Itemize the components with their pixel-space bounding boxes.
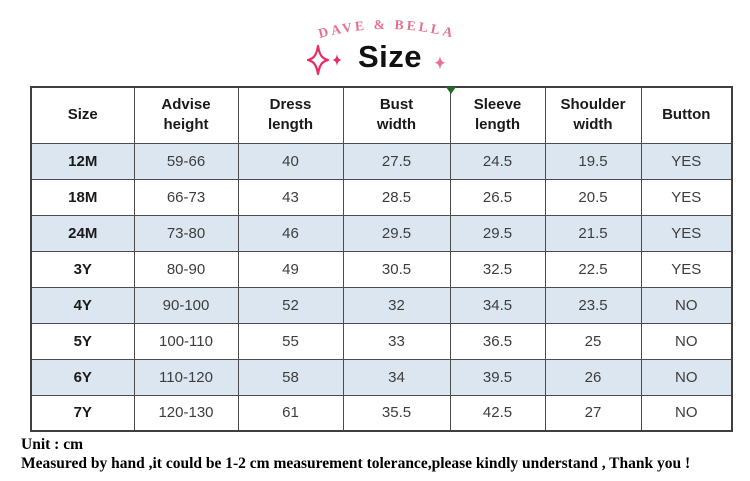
header-bust-width: Bust width — [342, 86, 451, 144]
cell-size: 5Y — [30, 322, 135, 360]
cell-shoulder-width: 27 — [544, 394, 642, 432]
cell-dress-length: 49 — [237, 250, 344, 288]
table-row: 5Y 100-110 55 33 36.5 25 NO — [30, 322, 733, 360]
tolerance-note: Measured by hand ,it could be 1-2 cm mea… — [21, 455, 691, 472]
brand-header-graphic: DAVE & BELLA — [306, 17, 457, 76]
cell-shoulder-width: 21.5 — [544, 214, 642, 252]
cell-size: 6Y — [30, 358, 135, 396]
cell-shoulder-width: 23.5 — [544, 286, 642, 324]
table-row: 18M 66-73 43 28.5 26.5 20.5 YES — [30, 178, 733, 216]
cell-advise-height: 90-100 — [133, 286, 239, 324]
header-shoulder-width: Shoulder width — [544, 86, 642, 144]
table-row: 7Y 120-130 61 35.5 42.5 27 NO — [30, 394, 733, 432]
cell-comment-marker-icon — [445, 87, 456, 94]
cell-button: NO — [640, 358, 733, 396]
cell-bust-width: 33 — [342, 322, 451, 360]
sparkle-large-icon — [306, 44, 330, 76]
cell-advise-height: 59-66 — [133, 142, 239, 180]
table-row: 12M 59-66 40 27.5 24.5 19.5 YES — [30, 142, 733, 180]
header-button: Button — [640, 86, 733, 144]
cell-bust-width: 29.5 — [342, 214, 451, 252]
cell-bust-width: 32 — [342, 286, 451, 324]
cell-button: NO — [640, 286, 733, 324]
cell-bust-width: 34 — [342, 358, 451, 396]
header-size: Size — [30, 86, 135, 144]
cell-advise-height: 73-80 — [133, 214, 239, 252]
cell-sleeve-length: 39.5 — [449, 358, 546, 396]
cell-bust-width: 27.5 — [342, 142, 451, 180]
cell-sleeve-length: 42.5 — [449, 394, 546, 432]
cell-sleeve-length: 34.5 — [449, 286, 546, 324]
page-title: Size — [357, 39, 423, 74]
cell-size: 24M — [30, 214, 135, 252]
table-row: 4Y 90-100 52 32 34.5 23.5 NO — [30, 286, 733, 324]
cell-sleeve-length: 29.5 — [449, 214, 546, 252]
table-row: 3Y 80-90 49 30.5 32.5 22.5 YES — [30, 250, 733, 288]
cell-size: 7Y — [30, 394, 135, 432]
cell-bust-width: 35.5 — [342, 394, 451, 432]
cell-button: YES — [640, 214, 733, 252]
cell-button: YES — [640, 178, 733, 216]
cell-size: 4Y — [30, 286, 135, 324]
cell-button: NO — [640, 394, 733, 432]
cell-bust-width: 28.5 — [342, 178, 451, 216]
sparkle-small-right-icon — [434, 56, 446, 70]
cell-shoulder-width: 20.5 — [544, 178, 642, 216]
cell-advise-height: 80-90 — [133, 250, 239, 288]
cell-size: 3Y — [30, 250, 135, 288]
cell-advise-height: 120-130 — [133, 394, 239, 432]
cell-sleeve-length: 24.5 — [449, 142, 546, 180]
cell-dress-length: 55 — [237, 322, 344, 360]
cell-button: YES — [640, 142, 733, 180]
cell-shoulder-width: 22.5 — [544, 250, 642, 288]
cell-dress-length: 61 — [237, 394, 344, 432]
size-table: Size Advise height Dress length Bust wid… — [30, 86, 733, 432]
table-row: 6Y 110-120 58 34 39.5 26 NO — [30, 358, 733, 396]
cell-bust-width: 30.5 — [342, 250, 451, 288]
cell-shoulder-width: 26 — [544, 358, 642, 396]
cell-advise-height: 66-73 — [133, 178, 239, 216]
cell-sleeve-length: 26.5 — [449, 178, 546, 216]
cell-advise-height: 100-110 — [133, 322, 239, 360]
sparkle-small-left-icon — [332, 54, 342, 66]
table-header-row: Size Advise height Dress length Bust wid… — [30, 86, 733, 144]
table-row: 24M 73-80 46 29.5 29.5 21.5 YES — [30, 214, 733, 252]
brand-name: DAVE & BELLA — [317, 17, 457, 41]
cell-dress-length: 46 — [237, 214, 344, 252]
cell-dress-length: 40 — [237, 142, 344, 180]
header-sleeve-length-label: Sleeve length — [473, 96, 522, 134]
cell-advise-height: 110-120 — [133, 358, 239, 396]
cell-dress-length: 58 — [237, 358, 344, 396]
header-advise-height: Advise height — [133, 86, 239, 144]
cell-dress-length: 52 — [237, 286, 344, 324]
cell-shoulder-width: 25 — [544, 322, 642, 360]
cell-button: YES — [640, 250, 733, 288]
header-sleeve-length: Sleeve length — [445, 86, 546, 144]
cell-size: 18M — [30, 178, 135, 216]
cell-size: 12M — [30, 142, 135, 180]
cell-shoulder-width: 19.5 — [544, 142, 642, 180]
cell-sleeve-length: 32.5 — [449, 250, 546, 288]
header-dress-length: Dress length — [237, 86, 344, 144]
unit-note: Unit : cm — [21, 436, 83, 453]
cell-button: NO — [640, 322, 733, 360]
cell-sleeve-length: 36.5 — [449, 322, 546, 360]
cell-dress-length: 43 — [237, 178, 344, 216]
